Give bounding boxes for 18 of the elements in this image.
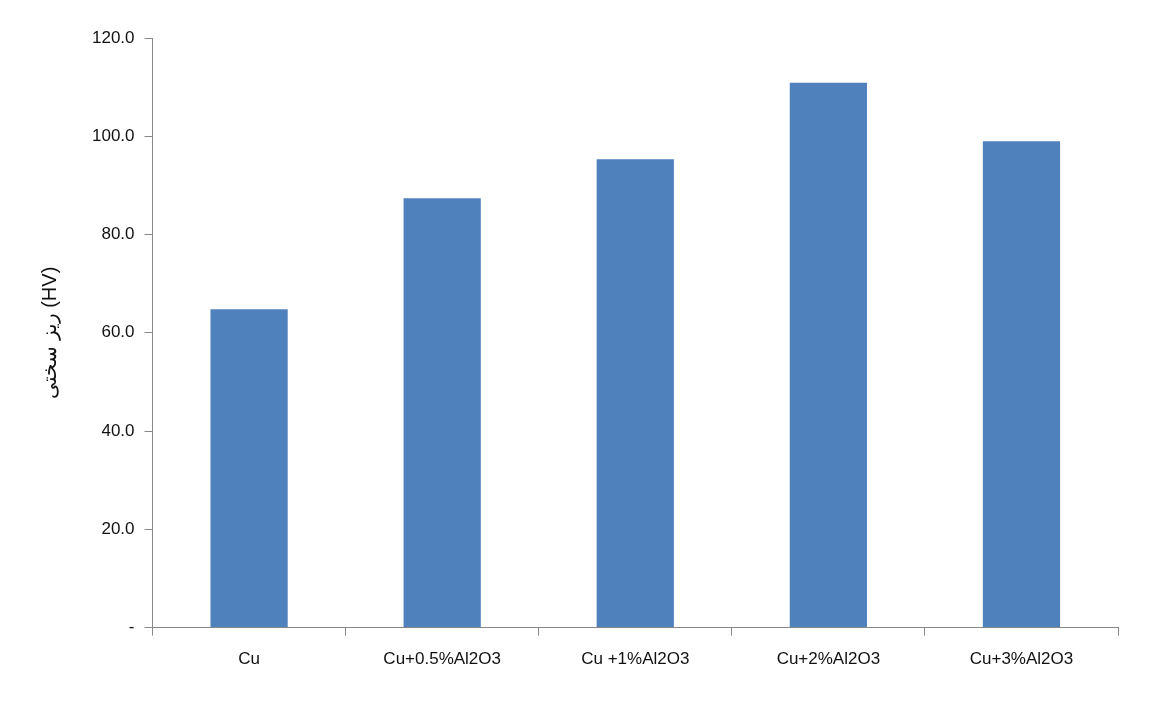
x-tick-label: Cu+2%Al2O3: [776, 649, 881, 669]
x-tick-label: Cu +1%Al2O3: [581, 649, 690, 669]
bar: [789, 82, 867, 628]
y-tick-label: 120.0: [91, 27, 135, 47]
bar: [596, 159, 674, 628]
y-tick-label: -: [128, 617, 135, 637]
bar: [210, 309, 288, 628]
y-tick-label: 100.0: [91, 125, 135, 145]
y-axis-title: ریز سختی (HV): [37, 266, 61, 399]
y-tick-label: 80.0: [101, 224, 135, 244]
y-tick-label: 60.0: [101, 322, 135, 342]
y-tick-label: 40.0: [101, 420, 135, 440]
bar: [982, 141, 1061, 628]
x-tick-label: Cu+3%Al2O3: [969, 649, 1074, 669]
x-tick-label: Cu: [238, 649, 260, 669]
bar: [403, 198, 481, 628]
x-tick-label: Cu+0.5%Al2O3: [383, 649, 502, 669]
y-tick-label: 20.0: [101, 519, 135, 539]
